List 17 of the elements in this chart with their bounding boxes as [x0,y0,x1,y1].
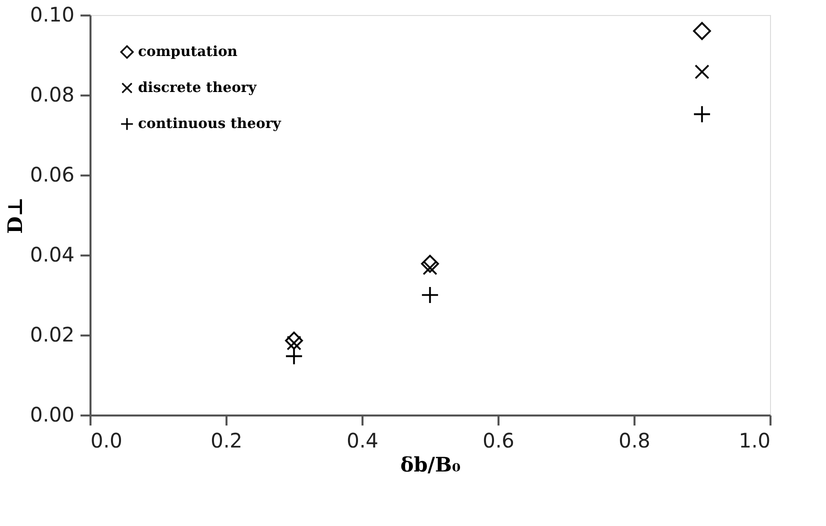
y-axis-title: D⊥ [2,197,27,234]
legend-label: continuous theory [138,116,282,132]
y-tick-label: 0.10 [30,2,74,26]
x-axis-title: δb/B₀ [400,452,461,476]
x-tick-label: 0.0 [90,428,122,452]
legend-label: computation [138,44,238,60]
y-tick-label: 0.06 [30,162,74,186]
y-tick-label: 0.00 [30,402,74,426]
legend-label: discrete theory [138,80,258,96]
x-tick-label: 1.0 [738,428,770,452]
y-tick-label: 0.02 [30,322,74,346]
x-tick-label: 0.6 [482,428,514,452]
y-tick-label: 0.08 [30,82,74,106]
x-tick-label: 0.2 [210,428,242,452]
y-tick-label: 0.04 [30,242,74,266]
x-tick-label: 0.4 [346,428,378,452]
x-tick-label: 0.8 [618,428,650,452]
